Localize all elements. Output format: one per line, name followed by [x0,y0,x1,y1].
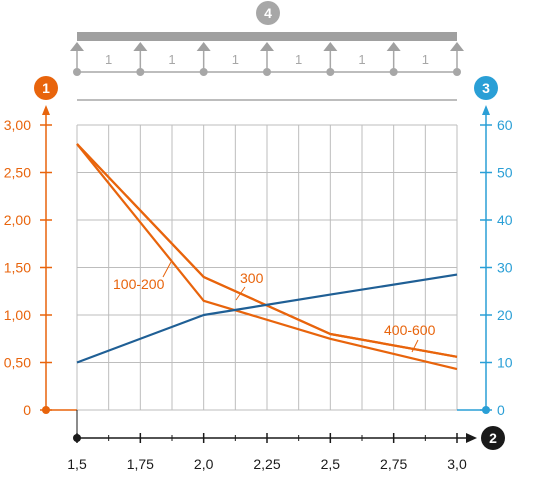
beam-node-dot [73,68,81,76]
right-axis-tick-label: 10 [497,355,513,371]
beam-span-label: 1 [168,52,175,67]
series-leader-300 [235,286,246,301]
right-axis-tick-label: 40 [497,212,513,228]
left-axis-tick-label: 2,50 [4,165,31,181]
x-axis-badge: 2 [481,426,505,450]
beam-node-dot [326,68,335,76]
left-axis-badge: 1 [34,76,58,100]
beam-node-dot [263,68,271,76]
left-axis-badge-label: 1 [42,80,50,96]
beam-support [450,42,464,51]
chart-grid [76,124,458,411]
beam-node-dot [136,68,145,76]
beam-support [386,42,401,51]
beam-diagram: 4 1 1 1 1 1 1 [70,1,464,101]
series-line-right-axis [76,273,458,364]
beam-span-label: 1 [358,52,365,67]
series-leader-400-600 [411,339,419,353]
beam-node-dot [199,68,208,76]
axis-ticks: 0 0,50 1,00 1,50 2,00 2,50 3,00 0 10 20 30 40 50 60 1,… [4,117,513,472]
x-axis-badge-label: 2 [489,430,497,446]
left-axis-tick-label: 0,50 [4,355,31,371]
beam-span-label: 1 [232,52,239,67]
beam-node-dot [389,68,398,76]
x-axis-tick-label: 2,5 [321,456,341,472]
x-axis-tick-label: 2,25 [253,456,280,472]
beam-node-dot [453,68,461,76]
right-axis-tick-label: 30 [497,260,513,276]
left-axis-tick-label: 1,00 [4,307,31,323]
x-axis-tick-label: 1,5 [67,456,87,472]
series-label-100-200: 100-200 [113,276,165,292]
x-axis-tick-label: 2,0 [194,456,214,472]
left-axis-tick-label: 1,50 [4,260,31,276]
beam-support [260,42,274,51]
left-axis-tick-label: 2,00 [4,212,31,228]
right-axis-tick-label: 0 [497,402,505,418]
beam-support [323,42,338,51]
beam-span-label: 1 [422,52,429,67]
right-axis-tick-label: 50 [497,165,513,181]
x-axis-tick-label: 3,0 [447,456,467,472]
chart-axes: 1 3 2 [34,76,505,450]
beam-badge: 4 [256,1,280,25]
beam-badge-label: 4 [264,5,272,21]
x-axis-tick-label: 1,75 [127,456,154,472]
right-axis-badge: 3 [474,76,498,100]
left-axis-tick-label: 0 [23,402,31,418]
x-axis-arrow [466,433,477,443]
left-axis-tick-label: 3,00 [4,117,31,133]
right-axis-tick-label: 20 [497,307,513,323]
beam-support [133,42,148,51]
series-line-100-200 [76,143,458,371]
right-axis-arrow [482,105,490,115]
data-series [76,143,458,371]
series-leader-100-200 [162,261,172,278]
beam-span-label: 1 [105,52,112,67]
beam-support [196,42,211,51]
beam-support [70,42,84,51]
series-label-300: 300 [240,270,264,286]
left-axis-arrow [42,105,50,115]
right-axis-tick-label: 60 [497,117,513,133]
beam-bar [77,32,457,41]
series-label-400-600: 400-600 [384,322,436,338]
beam-span-label: 1 [295,52,302,67]
x-axis-tick-label: 2,75 [380,456,407,472]
series-labels: 100-200 300 400-600 [113,261,436,353]
right-axis-badge-label: 3 [482,80,490,96]
